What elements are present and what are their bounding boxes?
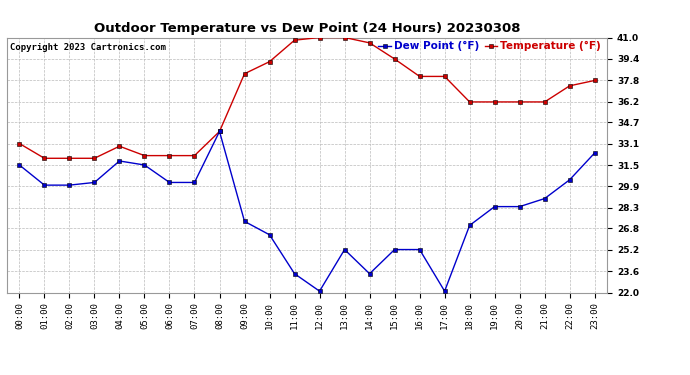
Dew Point (°F) — [240, 219, 248, 224]
Legend: Dew Point (°F), Temperature (°F): Dew Point (°F), Temperature (°F) — [377, 40, 602, 53]
Temperature (°F) — [15, 141, 23, 146]
Temperature (°F) — [190, 153, 199, 158]
Dew Point (°F) — [491, 204, 499, 209]
Title: Outdoor Temperature vs Dew Point (24 Hours) 20230308: Outdoor Temperature vs Dew Point (24 Hou… — [94, 22, 520, 35]
Temperature (°F) — [540, 100, 549, 104]
Temperature (°F) — [140, 153, 148, 158]
Temperature (°F) — [66, 156, 74, 160]
Temperature (°F) — [290, 38, 299, 42]
Temperature (°F) — [115, 144, 124, 148]
Dew Point (°F) — [90, 180, 99, 185]
Dew Point (°F) — [415, 247, 424, 252]
Dew Point (°F) — [140, 163, 148, 167]
Temperature (°F) — [215, 129, 224, 134]
Dew Point (°F) — [166, 180, 174, 185]
Dew Point (°F) — [266, 232, 274, 237]
Line: Dew Point (°F): Dew Point (°F) — [17, 129, 597, 293]
Temperature (°F) — [415, 74, 424, 79]
Temperature (°F) — [90, 156, 99, 160]
Dew Point (°F) — [466, 223, 474, 228]
Temperature (°F) — [240, 72, 248, 76]
Temperature (°F) — [566, 84, 574, 88]
Temperature (°F) — [40, 156, 48, 160]
Dew Point (°F) — [190, 180, 199, 185]
Dew Point (°F) — [340, 247, 348, 252]
Dew Point (°F) — [440, 289, 449, 293]
Temperature (°F) — [515, 100, 524, 104]
Text: Copyright 2023 Cartronics.com: Copyright 2023 Cartronics.com — [10, 43, 166, 52]
Temperature (°F) — [440, 74, 449, 79]
Temperature (°F) — [366, 40, 374, 45]
Temperature (°F) — [266, 59, 274, 64]
Dew Point (°F) — [40, 183, 48, 188]
Dew Point (°F) — [540, 196, 549, 201]
Dew Point (°F) — [566, 177, 574, 182]
Temperature (°F) — [340, 35, 348, 40]
Dew Point (°F) — [290, 272, 299, 276]
Line: Temperature (°F): Temperature (°F) — [17, 36, 597, 160]
Temperature (°F) — [591, 78, 599, 83]
Dew Point (°F) — [515, 204, 524, 209]
Temperature (°F) — [466, 100, 474, 104]
Dew Point (°F) — [366, 272, 374, 276]
Temperature (°F) — [166, 153, 174, 158]
Dew Point (°F) — [66, 183, 74, 188]
Dew Point (°F) — [215, 129, 224, 134]
Dew Point (°F) — [115, 159, 124, 163]
Dew Point (°F) — [591, 151, 599, 155]
Dew Point (°F) — [15, 163, 23, 167]
Temperature (°F) — [491, 100, 499, 104]
Temperature (°F) — [315, 35, 324, 40]
Temperature (°F) — [391, 57, 399, 61]
Dew Point (°F) — [315, 289, 324, 293]
Dew Point (°F) — [391, 247, 399, 252]
